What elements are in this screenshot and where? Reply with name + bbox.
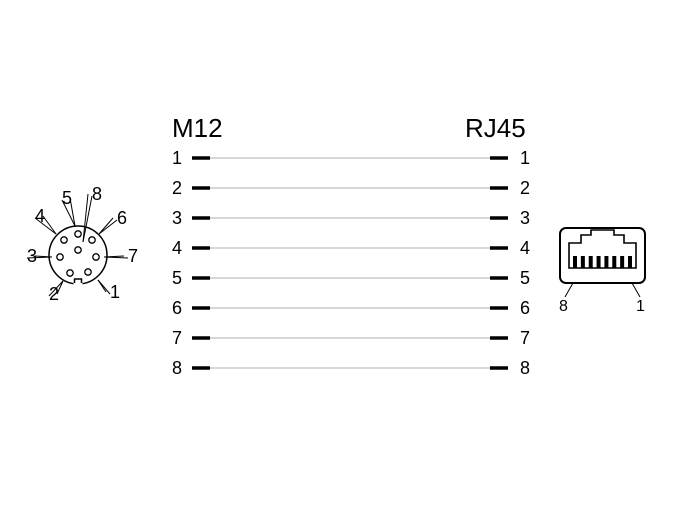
right-pin-number: 1 [520, 148, 530, 168]
m12-pin-label: 4 [35, 206, 45, 226]
m12-leader-line [99, 220, 117, 234]
m12-key-mask [74, 283, 83, 287]
right-pin-number: 7 [520, 328, 530, 348]
rj45-contact [604, 256, 608, 268]
rj45-contact [597, 256, 601, 268]
rj45-pin8-label: 8 [559, 298, 568, 315]
rj45-leader [632, 283, 640, 297]
rj45-contact [581, 256, 585, 268]
m12-pin-label: 6 [117, 208, 127, 228]
m12-pin-circle [85, 269, 91, 275]
left-pin-number: 6 [172, 298, 182, 318]
right-pin-number: 8 [520, 358, 530, 378]
rj45-contact [589, 256, 593, 268]
rj45-connector: 81 [559, 228, 645, 315]
m12-pin-circle [93, 254, 99, 260]
m12-pin-circle [75, 247, 81, 253]
left-title: M12 [172, 113, 223, 144]
rj45-leader [565, 283, 573, 297]
right-pin-number: 2 [520, 178, 530, 198]
left-pin-number: 1 [172, 148, 182, 168]
left-pin-number: 5 [172, 268, 182, 288]
left-pin-number: 3 [172, 208, 182, 228]
m12-pin-circle [61, 237, 67, 243]
m12-pin-label: 5 [62, 188, 72, 208]
right-pin-number: 4 [520, 238, 530, 258]
rj45-contact [620, 256, 624, 268]
left-pin-number: 7 [172, 328, 182, 348]
left-pin-number: 2 [172, 178, 182, 198]
m12-pin-label: 1 [110, 282, 120, 302]
m12-pin-label: 8 [92, 184, 102, 204]
m12-pin-circle [57, 254, 63, 260]
rj45-contact [628, 256, 632, 268]
right-pin-number: 5 [520, 268, 530, 288]
pinout-diagram: 11223344556677881234567881 [0, 0, 700, 530]
m12-pin-circle [75, 231, 81, 237]
m12-leader [98, 280, 106, 292]
rj45-cavity [569, 230, 636, 268]
rj45-contact [573, 256, 577, 268]
m12-pin-label: 7 [128, 246, 138, 266]
right-pin-number: 6 [520, 298, 530, 318]
m12-pin-label: 2 [49, 284, 59, 304]
rj45-pin1-label: 1 [636, 298, 645, 315]
m12-pin-circle [89, 237, 95, 243]
left-pin-number: 8 [172, 358, 182, 378]
right-pin-number: 3 [520, 208, 530, 228]
left-pin-number: 4 [172, 238, 182, 258]
m12-pin-label: 3 [27, 246, 37, 266]
rj45-contact [612, 256, 616, 268]
m12-leader [99, 218, 113, 234]
right-title: RJ45 [465, 113, 526, 144]
m12-pin-circle [67, 270, 73, 276]
